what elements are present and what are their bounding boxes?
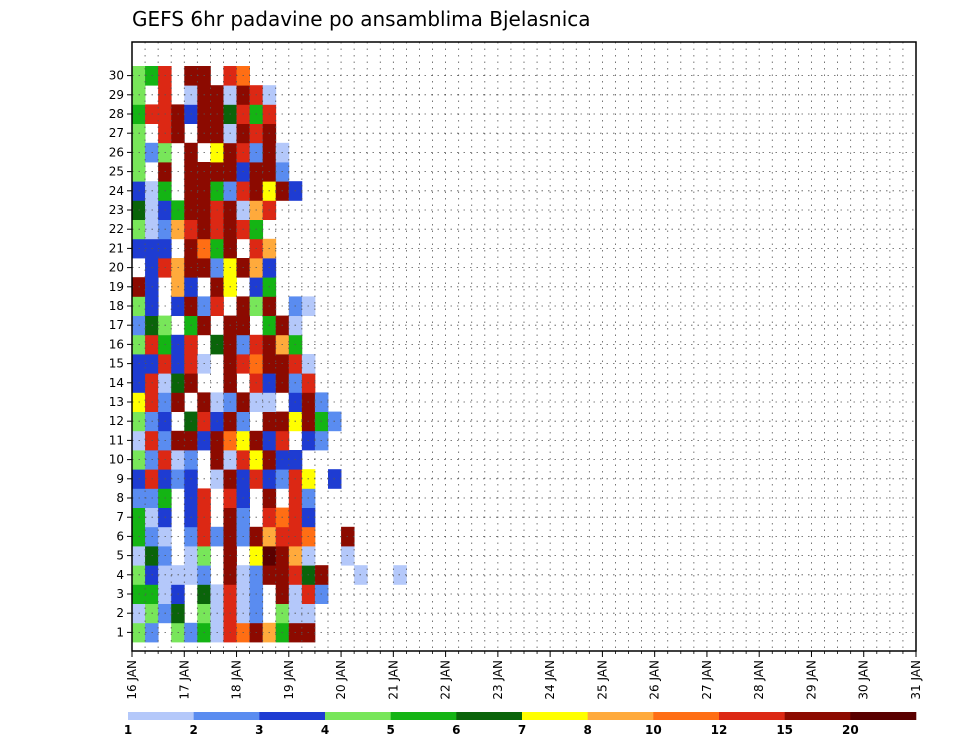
colorbar-label: 12 bbox=[711, 723, 728, 737]
colorbar-swatch bbox=[850, 712, 917, 720]
x-tick-label: 26 JAN bbox=[648, 660, 662, 700]
y-tick-label: 6 bbox=[116, 529, 124, 543]
x-tick-label: 23 JAN bbox=[491, 660, 505, 700]
x-tick-label: 30 JAN bbox=[857, 660, 871, 700]
colorbar-label: 15 bbox=[776, 723, 793, 737]
y-axis-ticks: 1234567891011121314151617181920212223242… bbox=[109, 69, 132, 639]
x-tick-label: 21 JAN bbox=[386, 660, 400, 700]
y-tick-label: 17 bbox=[109, 318, 124, 332]
x-axis-ticks: 16 JAN 17 JAN 18 JAN 19 JAN 20 JAN 21 JAN 22 J… bbox=[125, 651, 923, 700]
y-tick-label: 2 bbox=[116, 606, 124, 620]
colorbar-swatch bbox=[193, 712, 260, 720]
colorbar-label: 10 bbox=[645, 723, 662, 737]
colorbar-label: 3 bbox=[255, 723, 263, 737]
y-tick-label: 26 bbox=[109, 145, 124, 159]
colorbar-swatch bbox=[587, 712, 654, 720]
y-tick-label: 29 bbox=[109, 88, 124, 102]
y-tick-label: 25 bbox=[109, 165, 124, 179]
x-tick-label: 22 JAN bbox=[439, 660, 453, 700]
y-tick-label: 18 bbox=[109, 299, 124, 313]
colorbar-swatch bbox=[128, 712, 194, 720]
y-tick-label: 3 bbox=[116, 587, 124, 601]
colorbar-label: 1 bbox=[124, 723, 132, 737]
y-tick-label: 21 bbox=[109, 241, 124, 255]
y-tick-label: 4 bbox=[116, 568, 124, 582]
x-tick-label: 29 JAN bbox=[804, 660, 818, 700]
y-tick-label: 27 bbox=[109, 126, 124, 140]
y-tick-label: 15 bbox=[109, 357, 124, 371]
colorbar-swatch bbox=[719, 712, 785, 720]
x-tick-label: 25 JAN bbox=[595, 660, 609, 700]
y-tick-label: 9 bbox=[116, 472, 124, 486]
x-tick-label: 31 JAN bbox=[909, 660, 923, 700]
x-tick-label: 19 JAN bbox=[282, 660, 296, 700]
x-tick-label: 17 JAN bbox=[177, 660, 191, 700]
y-tick-label: 16 bbox=[109, 337, 124, 351]
colorbar-swatch bbox=[784, 712, 851, 720]
x-tick-label: 28 JAN bbox=[752, 660, 766, 700]
colorbar-label: 7 bbox=[518, 723, 526, 737]
colorbar-swatch bbox=[653, 712, 720, 720]
y-tick-label: 30 bbox=[109, 69, 124, 83]
y-tick-label: 28 bbox=[109, 107, 124, 121]
y-tick-label: 19 bbox=[109, 280, 124, 294]
colorbar-label: 20 bbox=[842, 723, 859, 737]
x-tick-label: 16 JAN bbox=[125, 660, 139, 700]
colorbar-label: 8 bbox=[583, 723, 591, 737]
y-tick-label: 23 bbox=[109, 203, 124, 217]
gridlines bbox=[132, 42, 916, 651]
y-tick-label: 10 bbox=[109, 453, 124, 467]
y-tick-label: 13 bbox=[109, 395, 124, 409]
colorbar-label: 2 bbox=[189, 723, 197, 737]
x-tick-label: 24 JAN bbox=[543, 660, 557, 700]
y-tick-label: 14 bbox=[109, 376, 124, 390]
y-tick-label: 7 bbox=[116, 510, 124, 524]
y-tick-label: 11 bbox=[109, 433, 124, 447]
heatmap-cell bbox=[393, 565, 407, 585]
y-tick-label: 12 bbox=[109, 414, 124, 428]
y-tick-label: 8 bbox=[116, 491, 124, 505]
y-tick-label: 22 bbox=[109, 222, 124, 236]
colorbar-label: 5 bbox=[386, 723, 394, 737]
colorbar-swatch bbox=[522, 712, 588, 720]
y-tick-label: 5 bbox=[116, 549, 124, 563]
colorbar-label: 6 bbox=[452, 723, 460, 737]
x-tick-label: 20 JAN bbox=[334, 660, 348, 700]
colorbar-swatch bbox=[325, 712, 391, 720]
y-tick-label: 1 bbox=[116, 625, 124, 639]
colorbar-label: 4 bbox=[321, 723, 329, 737]
y-tick-label: 20 bbox=[109, 261, 124, 275]
y-tick-label: 24 bbox=[109, 184, 124, 198]
colorbar-swatch bbox=[390, 712, 457, 720]
colorbar-swatch bbox=[259, 712, 326, 720]
chart-title: GEFS 6hr padavine po ansamblima Bjelasni… bbox=[132, 7, 591, 31]
colorbar-swatch bbox=[456, 712, 523, 720]
x-tick-label: 27 JAN bbox=[700, 660, 714, 700]
x-tick-label: 18 JAN bbox=[230, 660, 244, 700]
colorbar: 1 2 3 4 5 6 7 8 10 12 15 20 bbox=[124, 712, 917, 737]
